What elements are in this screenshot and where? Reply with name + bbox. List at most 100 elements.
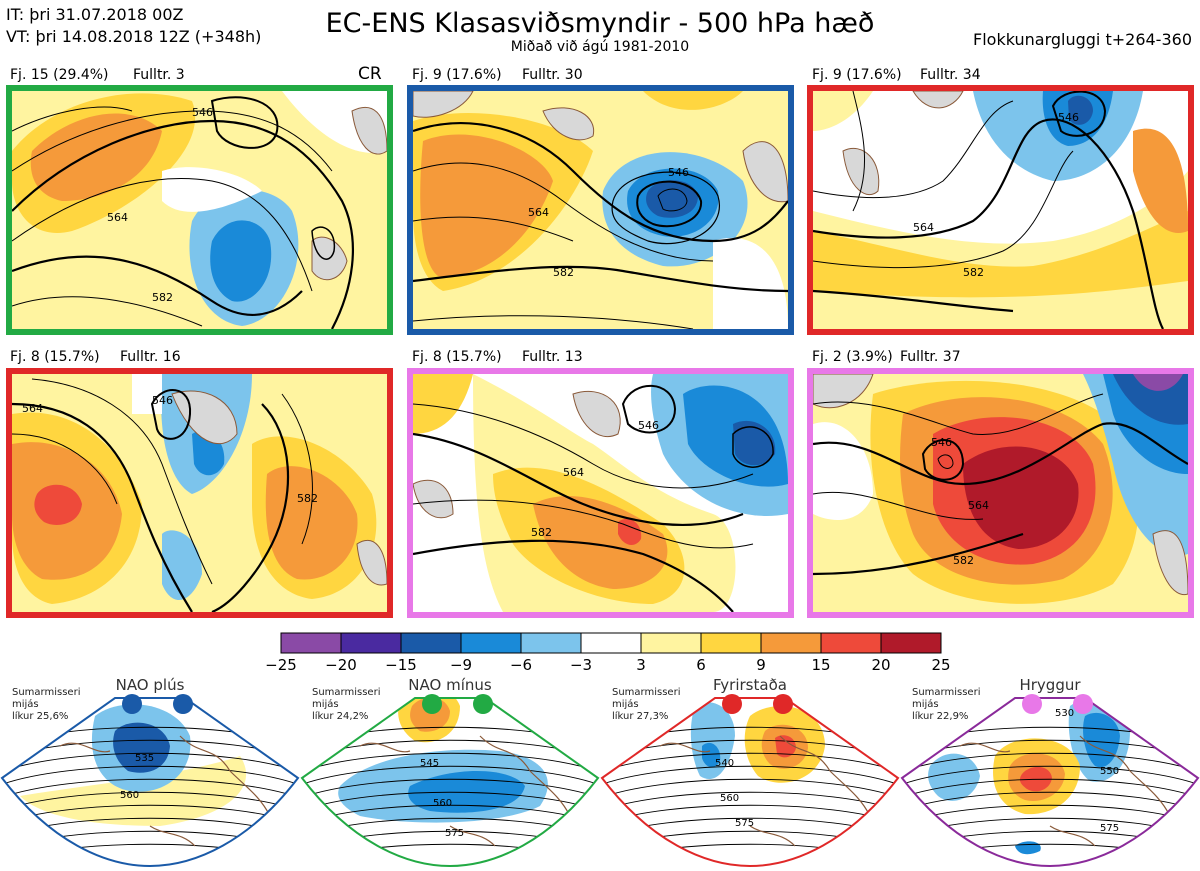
colorbar-tick-label: −25: [265, 656, 297, 674]
height-contour: [902, 765, 1198, 786]
regime-marker-dot: [473, 694, 493, 714]
panel-6-rep: Fulltr. 37: [900, 349, 961, 365]
height-contour: [2, 778, 298, 799]
cluster-map-4: 546 564 582: [6, 368, 393, 618]
regime-title: NAO plús: [115, 676, 185, 694]
contours: [813, 393, 1188, 576]
contour-label: 582: [953, 554, 974, 567]
height-contour: [302, 752, 598, 773]
contour-labels: 546 564 582: [913, 111, 1079, 279]
colorbar-tick-label: −20: [325, 656, 357, 674]
height-contour: [602, 791, 898, 812]
colorbar-segment: [700, 632, 762, 654]
height-contour: [602, 765, 898, 786]
anomaly-blob: [928, 753, 980, 801]
colorbar-tick-label: 15: [811, 656, 831, 674]
contour-label: 546: [192, 106, 213, 119]
panel-4-label: Fj. 8 (15.7%): [10, 349, 100, 365]
anomaly-blob: [702, 742, 721, 768]
panel-3-rep: Fulltr. 34: [920, 67, 981, 83]
colorbar-segment: [520, 632, 582, 654]
contour-label: 582: [531, 526, 552, 539]
contour-label: 546: [152, 394, 173, 407]
regime-marker-dot: [773, 694, 793, 714]
contours: [12, 378, 313, 612]
colorbar-tick-label: 6: [696, 656, 706, 674]
panel-4-rep: Fulltr. 16: [120, 349, 181, 365]
colorbar-segment: [880, 632, 942, 654]
regime-map: 535 560: [0, 697, 300, 868]
colorbar-segment: [820, 632, 882, 654]
page-subtitle: Miðað við ágú 1981-2010: [510, 39, 690, 55]
contours: [12, 96, 354, 329]
coastline: [359, 735, 571, 847]
colorbar-tick-label: 9: [756, 656, 766, 674]
coastline: [959, 735, 1171, 847]
colorbar-segment: [640, 632, 702, 654]
contour-label: 564: [22, 402, 43, 415]
contour-labels: 546 564 582: [931, 436, 989, 567]
regime-marker-dot: [122, 694, 142, 714]
contour-label: 550: [1100, 766, 1119, 777]
anomaly-shading: [12, 374, 387, 612]
regime-frame: [0, 697, 300, 868]
regime-map: 540 560 575: [600, 697, 900, 868]
height-contour: [302, 791, 598, 812]
colorbar-segment: [400, 632, 462, 654]
colorbar-segment: [580, 632, 642, 654]
contour-label: 535: [135, 753, 154, 764]
colorbar-tick-label: 20: [871, 656, 891, 674]
regime-frame: [900, 697, 1200, 868]
issue-time: IT: þri 31.07.2018 00Z: [6, 5, 184, 24]
anomaly-shading: [413, 91, 788, 329]
land-outline: [413, 91, 788, 203]
height-contour: [302, 765, 598, 786]
contour-label: 545: [420, 758, 439, 769]
contour-label: 546: [931, 436, 952, 449]
contour-label: 564: [528, 206, 549, 219]
anomaly-shading: [813, 91, 1188, 329]
regime-note-line: mijás: [912, 699, 939, 710]
regime-note-line: líkur 25,6%: [12, 711, 69, 722]
anomaly-shading: [12, 91, 387, 329]
contour-label: 564: [563, 466, 584, 479]
colorbar-tick-label: −9: [449, 656, 473, 674]
contour-label: 582: [152, 291, 173, 304]
contour-label: 560: [433, 798, 452, 809]
regime-frame: [600, 697, 900, 868]
height-contour: [2, 765, 298, 786]
regime-note-line: líkur 22,9%: [912, 711, 969, 722]
colorbar-segment: [760, 632, 822, 654]
colorbar-tick-label: 25: [931, 656, 951, 674]
regime-marker-dot: [173, 694, 193, 714]
regime-map: 545 560 575: [300, 697, 600, 868]
anomaly-blob: [408, 771, 525, 813]
regime-note-line: mijás: [312, 699, 339, 710]
contour-label: 575: [735, 818, 754, 829]
anomaly-shading: [813, 374, 1188, 612]
contour-labels: 546 564 582: [531, 419, 659, 539]
land-outline: [171, 390, 387, 586]
panel-5-label: Fj. 8 (15.7%): [412, 349, 502, 365]
contour-label: 564: [913, 221, 934, 234]
regime-title: NAO mínus: [408, 676, 492, 694]
contour-label: 582: [553, 266, 574, 279]
regime-note-line: mijás: [612, 699, 639, 710]
height-contour: [602, 778, 898, 799]
height-contour: [902, 752, 1198, 773]
colorbar-tick-label: 3: [636, 656, 646, 674]
regime-note-line: Sumarmisseri: [912, 687, 981, 698]
contour-labels: 546 564 582: [528, 166, 689, 279]
regime-marker-dot: [722, 694, 742, 714]
regime-note: Sumarmisseri mijás líkur 25,6%: [12, 687, 80, 723]
contour-label: 546: [1058, 111, 1079, 124]
anomaly-shading: [413, 374, 788, 612]
page-title: EC-ENS Klasasviðsmyndir - 500 hPa hæð: [325, 8, 875, 39]
contours: [413, 122, 788, 329]
regime-note: Sumarmisseri mijás líkur 24,2%: [312, 687, 380, 723]
cluster-map-3: 546 564 582: [807, 85, 1194, 335]
header-dates: IT: þri 31.07.2018 00Z VT: þri 14.08.201…: [6, 4, 261, 48]
panel-1-label: Fj. 15 (29.4%): [10, 67, 109, 83]
colorbar: [280, 632, 942, 654]
height-contour: [902, 778, 1198, 799]
